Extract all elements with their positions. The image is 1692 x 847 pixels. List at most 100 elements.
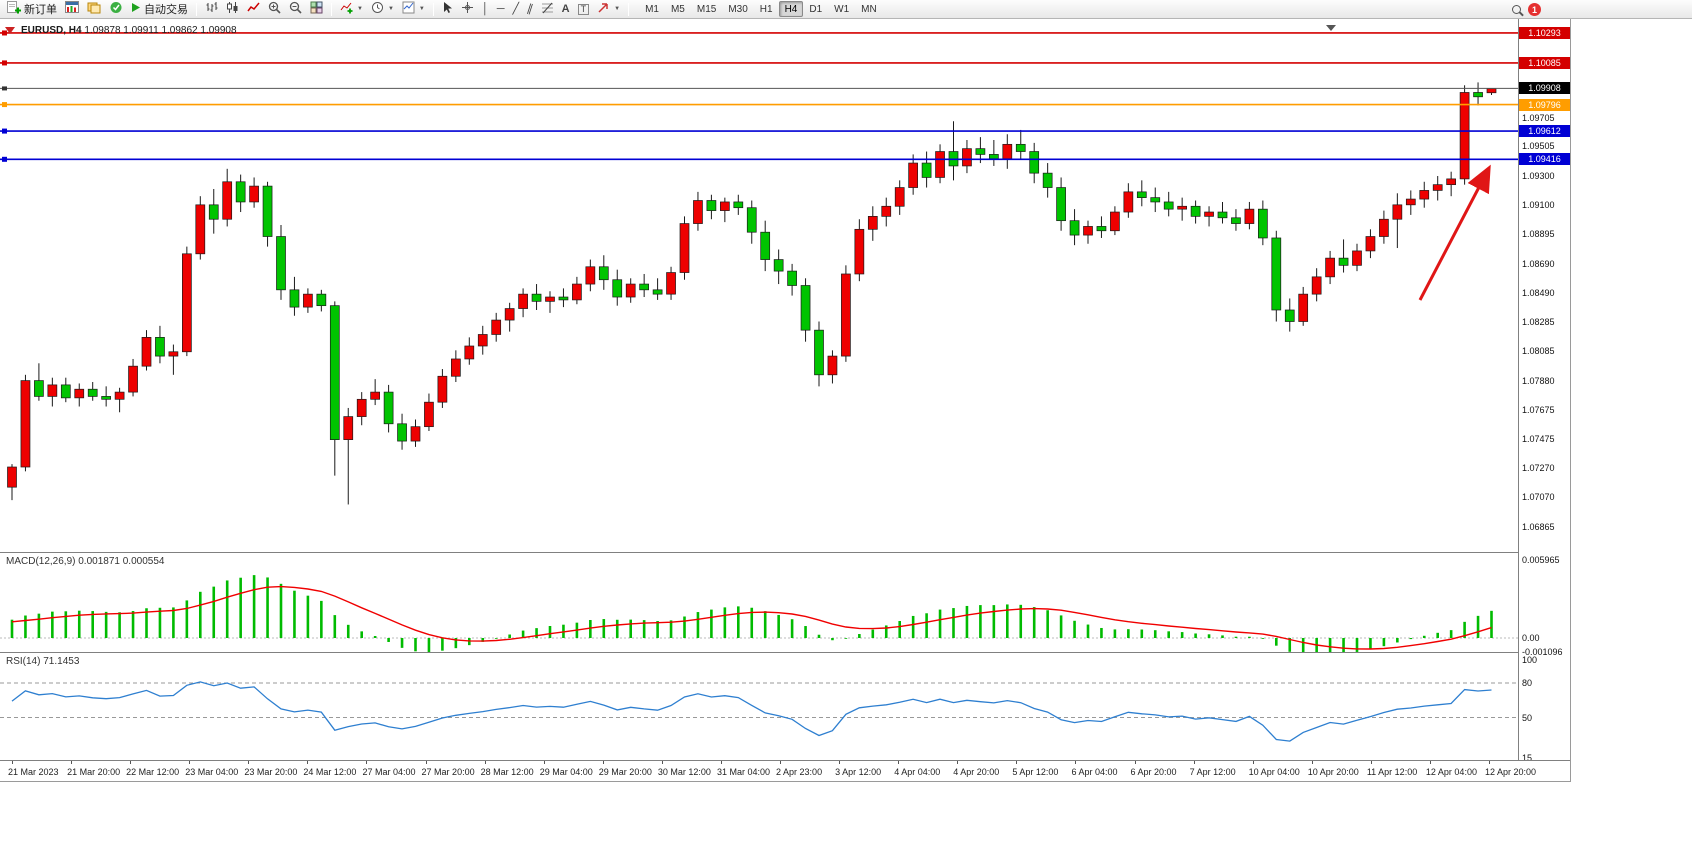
window-right-border — [1570, 19, 1571, 782]
text-tool-button[interactable]: A — [558, 1, 574, 18]
chart-symbol-period: EURUSD, H4 — [21, 25, 82, 36]
timeframe-M5[interactable]: M5 — [665, 1, 691, 17]
timeframe-M15[interactable]: M15 — [691, 1, 722, 17]
notification-badge[interactable]: 1 — [1528, 3, 1541, 16]
y-axis-label: 1.07880 — [1522, 375, 1555, 386]
chevron-down-icon: ▼ — [614, 6, 621, 12]
y-axis-label: 1.09505 — [1522, 141, 1555, 152]
horizontal-line-tool-button[interactable]: ─ — [493, 1, 509, 18]
vertical-line-icon: │ — [481, 2, 489, 15]
time-axis-tick — [1016, 761, 1018, 764]
price-level-line[interactable] — [0, 128, 1518, 134]
autotrading-play-icon — [131, 2, 141, 16]
line-chart-icon — [247, 1, 260, 17]
arrows-tool-button[interactable]: ▼ — [593, 1, 624, 18]
toolbar-separator — [628, 2, 630, 16]
crosshair-tool-button[interactable] — [457, 1, 478, 18]
y-axis-label: 1.09300 — [1522, 171, 1555, 182]
timeframe-W1[interactable]: W1 — [828, 1, 855, 17]
y-axis-label: 1.07270 — [1522, 463, 1555, 474]
trend-arrow-annotation[interactable] — [1418, 164, 1491, 301]
macd-pane-svg[interactable] — [0, 552, 1518, 652]
new-chart-button[interactable] — [61, 1, 83, 18]
profiles-button[interactable] — [83, 1, 105, 18]
cursor-icon — [442, 1, 453, 17]
indicator-axis-label: 0.00 — [1522, 633, 1540, 643]
line-chart-mode-button[interactable] — [243, 1, 264, 18]
indicators-button[interactable]: ▼ — [336, 1, 367, 18]
x-axis-label: 3 Apr 12:00 — [835, 767, 882, 777]
timeframe-M1[interactable]: M1 — [639, 1, 665, 17]
rsi-pane-svg[interactable] — [0, 652, 1518, 760]
time-axis-tick — [898, 761, 900, 764]
main-chart-svg[interactable] — [0, 19, 1518, 552]
time-axis[interactable]: 21 Mar 2023 21 Mar 20:00 22 Mar 12:00 23 Ma… — [0, 760, 1570, 781]
y-axis-label: 1.07070 — [1522, 492, 1555, 503]
price-tag: 1.09796 — [1519, 98, 1570, 111]
x-axis-label: 22 Mar 12:00 — [126, 767, 180, 777]
vertical-line-tool-button[interactable]: │ — [478, 1, 493, 18]
indicator-axis-label: 50 — [1522, 712, 1533, 723]
new-chart-icon — [65, 1, 79, 17]
fibonacci-tool-button[interactable] — [537, 1, 558, 18]
price-tag: 1.10293 — [1519, 26, 1570, 39]
chart-shift-marker[interactable] — [1326, 25, 1336, 31]
indicator-axis-label: 0.005965 — [1522, 554, 1560, 565]
timeframe-MN[interactable]: MN — [855, 1, 883, 17]
periods-button[interactable]: ▼ — [367, 1, 398, 18]
templates-button[interactable]: ▼ — [398, 1, 429, 18]
time-axis-tick — [1193, 761, 1195, 764]
x-axis-label: 23 Mar 04:00 — [185, 767, 239, 777]
x-axis-label: 12 Apr 04:00 — [1425, 767, 1477, 777]
autotrading-button[interactable]: 自动交易 — [127, 1, 192, 18]
text-label-tool-button[interactable]: T — [574, 1, 594, 18]
timeframe-M30[interactable]: M30 — [722, 1, 753, 17]
trendline-tool-button[interactable]: ╱ — [509, 1, 524, 18]
price-level-line[interactable] — [0, 102, 1518, 108]
tile-windows-button[interactable] — [306, 1, 327, 18]
time-axis-tick — [543, 761, 545, 764]
toolbar-separator — [196, 2, 197, 16]
price-level-line[interactable] — [0, 60, 1518, 66]
zoom-in-button[interactable] — [264, 1, 285, 18]
candlestick-mode-button[interactable] — [222, 1, 243, 18]
bar-chart-mode-button[interactable] — [201, 1, 222, 18]
profiles-icon — [87, 1, 101, 17]
notifications-button[interactable] — [105, 1, 127, 18]
rsi-value: 71.1453 — [43, 656, 80, 667]
indicator-axis-label: 80 — [1522, 678, 1533, 688]
timeframe-H1[interactable]: H1 — [754, 1, 779, 17]
timeframe-D1[interactable]: D1 — [803, 1, 828, 17]
price-tag: 1.09908 — [1519, 82, 1570, 95]
timeframe-H4[interactable]: H4 — [778, 1, 804, 17]
chart-window[interactable]: EURUSD, H4 1.09878 1.09911 1.09862 1.099… — [0, 19, 1570, 781]
time-axis-tick — [1429, 761, 1431, 764]
price-axis[interactable]: 1.09705 1.09505 1.09300 1.09100 1.08895 1.086… — [1518, 19, 1570, 763]
zoom-out-button[interactable] — [285, 1, 306, 18]
cursor-tool-button[interactable] — [438, 1, 457, 18]
price-level-line[interactable] — [0, 30, 1518, 36]
time-axis-tick — [12, 761, 13, 764]
macd-label: MACD(12,26,9) 0.001871 0.000554 — [6, 556, 164, 567]
time-axis-tick — [1370, 761, 1372, 764]
new-order-button[interactable]: 新订单 — [3, 1, 61, 18]
macd-histogram — [10, 575, 1493, 652]
macd-signal-line — [11, 585, 1492, 650]
x-axis-label: 4 Apr 04:00 — [894, 767, 941, 777]
y-axis-label: 1.06865 — [1522, 521, 1555, 532]
macd-signal-value: 0.000554 — [122, 556, 165, 567]
x-axis-label: 21 Mar 20:00 — [67, 767, 121, 777]
clock-icon — [371, 1, 384, 17]
x-axis-label: 6 Apr 20:00 — [1130, 767, 1177, 777]
main-toolbar: 新订单 自动交易 ▼ ▼ ▼ — [0, 0, 1692, 19]
time-axis-tick — [130, 761, 132, 764]
notifications-icon — [109, 1, 123, 17]
window-bottom-border — [0, 781, 1571, 782]
indicator-axis-label: 15 — [1522, 752, 1533, 763]
channel-tool-button[interactable]: ∥ — [523, 1, 537, 18]
price-level-line[interactable] — [0, 156, 1518, 162]
one-click-trading-toggle[interactable] — [5, 27, 15, 34]
search-icon[interactable] — [1512, 5, 1521, 14]
time-axis-tick — [1311, 761, 1313, 764]
x-axis-label: 29 Mar 20:00 — [598, 767, 652, 777]
